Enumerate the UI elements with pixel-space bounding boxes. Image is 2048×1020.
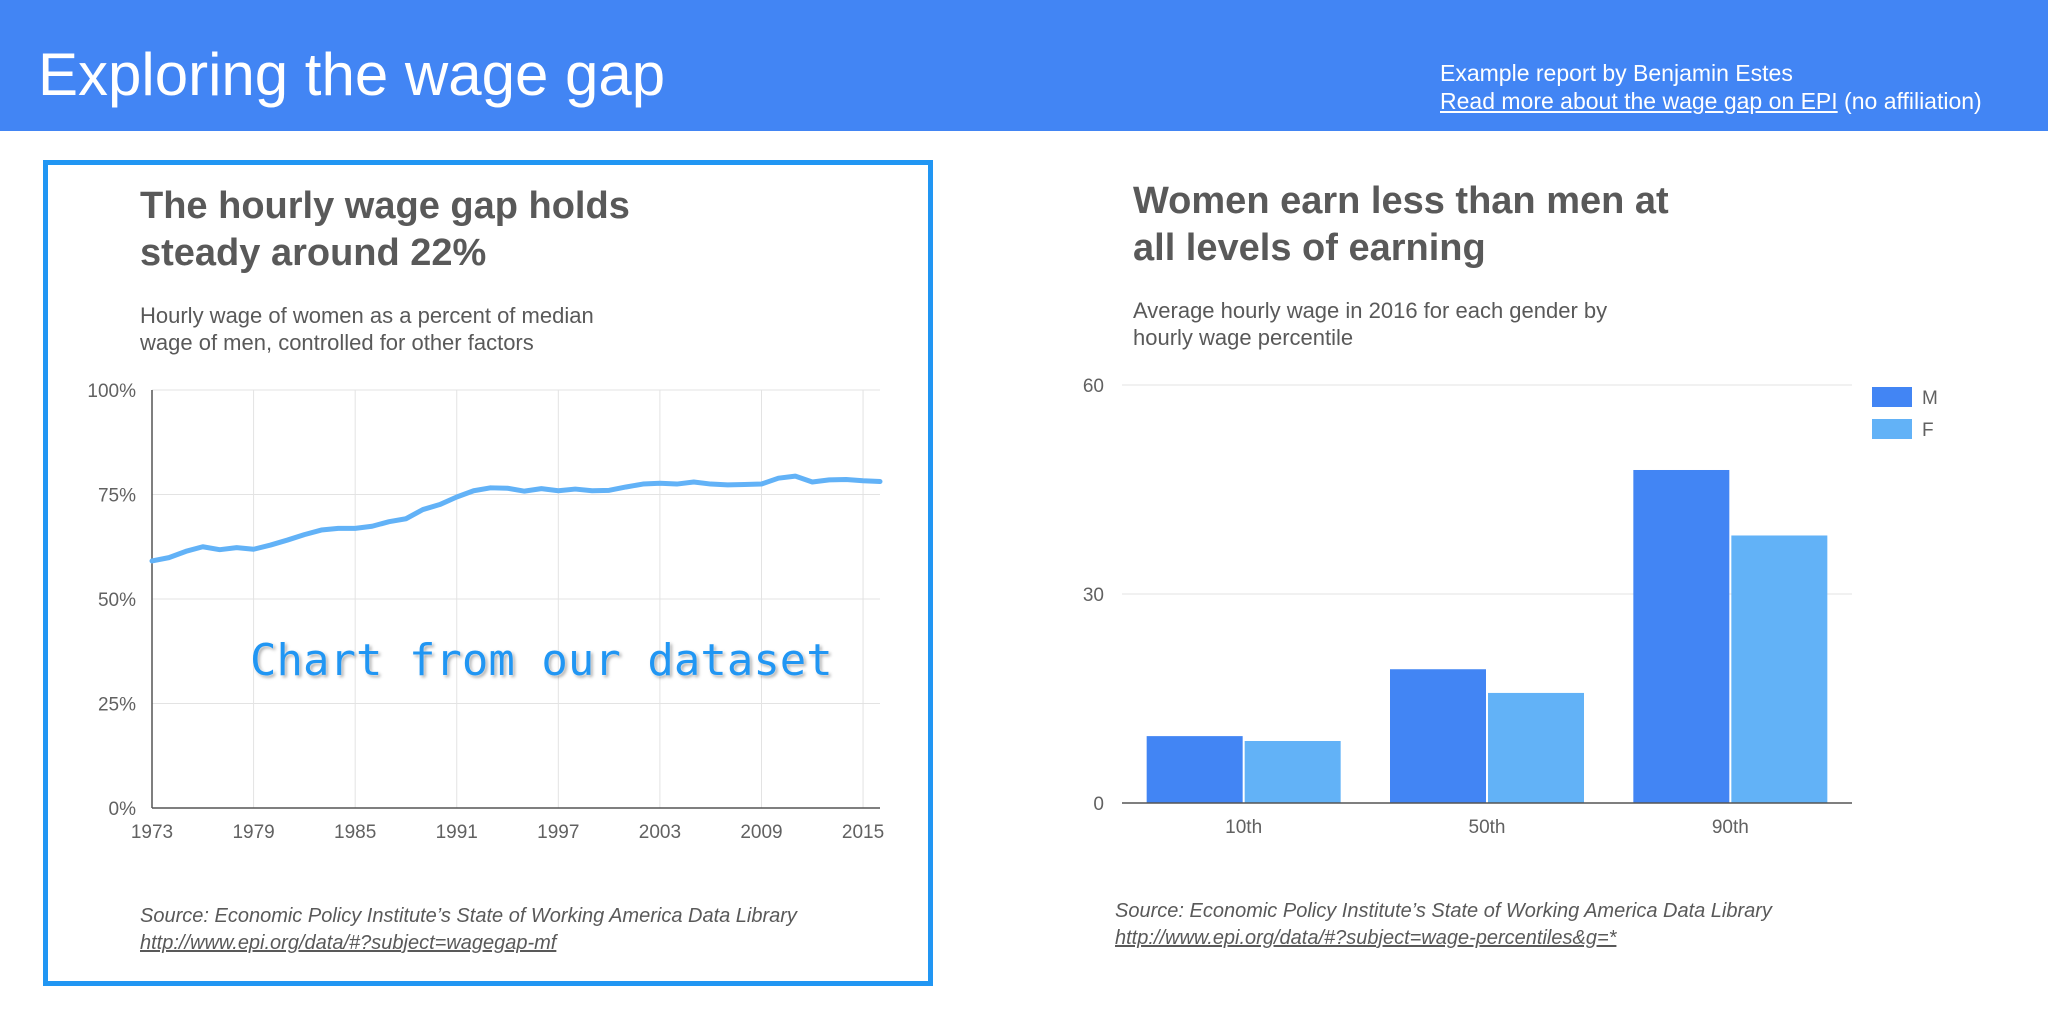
- x-tick-label: 2015: [842, 822, 884, 843]
- legend-label: M: [1922, 388, 1938, 409]
- line-chart-title: The hourly wage gap holds steady around …: [140, 183, 760, 277]
- bar: [1244, 740, 1341, 803]
- x-tick-label: 10th: [1225, 817, 1262, 838]
- page-title: Exploring the wage gap: [38, 41, 666, 108]
- y-tick-label: 100%: [87, 381, 136, 402]
- bar-chart-title: Women earn less than men at all levels o…: [1133, 178, 1753, 272]
- bar-chart-source-link[interactable]: http://www.epi.org/data/#?subject=wage-p…: [1115, 927, 1617, 949]
- x-tick-label: 1991: [436, 822, 478, 843]
- byline: Example report by Benjamin Estes: [1440, 60, 1793, 86]
- bar-chart-subtitle-line2: hourly wage percentile: [1133, 325, 1354, 350]
- x-tick-label: 1979: [232, 822, 274, 843]
- x-tick-label: 1985: [334, 822, 376, 843]
- line-chart-source-link[interactable]: http://www.epi.org/data/#?subject=wagega…: [140, 932, 557, 954]
- bar-chart: 0 30 60 10th 50th 90th MF: [1083, 376, 1938, 838]
- bar-chart-subtitle-line1: Average hourly wage in 2016 for each gen…: [1133, 298, 1608, 323]
- bar-chart-panel[interactable]: Women earn less than men at all levels o…: [1075, 160, 1965, 986]
- bar-chart-source-text: Source: Economic Policy Institute’s Stat…: [1115, 900, 1772, 922]
- line-chart-title-line1: The hourly wage gap holds: [140, 185, 630, 227]
- x-tick-label: 2003: [639, 822, 681, 843]
- y-tick-label: 75%: [98, 486, 136, 507]
- x-tick-label: 50th: [1469, 817, 1506, 838]
- line-chart-panel[interactable]: The hourly wage gap holds steady around …: [43, 160, 933, 986]
- bar: [1488, 692, 1584, 803]
- x-tick-label: 2009: [740, 822, 782, 843]
- chart-overlay-label: Chart from our dataset: [250, 635, 833, 686]
- bar-chart-source: Source: Economic Policy Institute’s Stat…: [1115, 898, 1772, 952]
- line-chart: 0% 25% 50% 75% 100% 1973 1979 1985 1991 1997 2003 2…: [87, 381, 884, 843]
- y-tick-label: 30: [1083, 585, 1104, 606]
- bar: [1633, 469, 1730, 803]
- legend-label: F: [1922, 420, 1934, 441]
- line-chart-subtitle: Hourly wage of women as a percent of med…: [140, 302, 700, 356]
- line-chart-subtitle-line2: wage of men, controlled for other factor…: [140, 330, 534, 355]
- epi-link[interactable]: Read more about the wage gap on EPI: [1440, 88, 1838, 114]
- line-chart-source-text: Source: Economic Policy Institute’s Stat…: [140, 905, 797, 927]
- header-bar: Exploring the wage gap Example report by…: [0, 0, 2048, 131]
- y-tick-label: 25%: [98, 695, 136, 716]
- y-tick-label: 0%: [109, 799, 137, 820]
- epi-link-line: Read more about the wage gap on EPI (no …: [1440, 87, 1982, 115]
- x-tick-label: 1973: [131, 822, 173, 843]
- legend-swatch: [1872, 387, 1912, 407]
- legend-swatch: [1872, 419, 1912, 439]
- x-tick-label: 90th: [1712, 817, 1749, 838]
- bar-chart-title-line2: all levels of earning: [1133, 227, 1486, 269]
- y-tick-label: 50%: [98, 590, 136, 611]
- bar: [1146, 736, 1243, 803]
- series-line: [149, 473, 883, 564]
- header-info: Example report by Benjamin Estes Read mo…: [1440, 59, 1982, 115]
- bar-chart-subtitle: Average hourly wage in 2016 for each gen…: [1133, 297, 1693, 351]
- x-tick-label: 1997: [537, 822, 579, 843]
- bar: [1390, 669, 1486, 803]
- y-tick-label: 0: [1093, 794, 1104, 815]
- affiliation-note: (no affiliation): [1837, 88, 1982, 114]
- bar-chart-title-line1: Women earn less than men at: [1133, 180, 1669, 222]
- bar: [1731, 535, 1828, 803]
- y-tick-label: 60: [1083, 376, 1104, 397]
- line-chart-source: Source: Economic Policy Institute’s Stat…: [140, 903, 797, 957]
- line-chart-subtitle-line1: Hourly wage of women as a percent of med…: [140, 303, 594, 328]
- line-chart-title-line2: steady around 22%: [140, 232, 487, 274]
